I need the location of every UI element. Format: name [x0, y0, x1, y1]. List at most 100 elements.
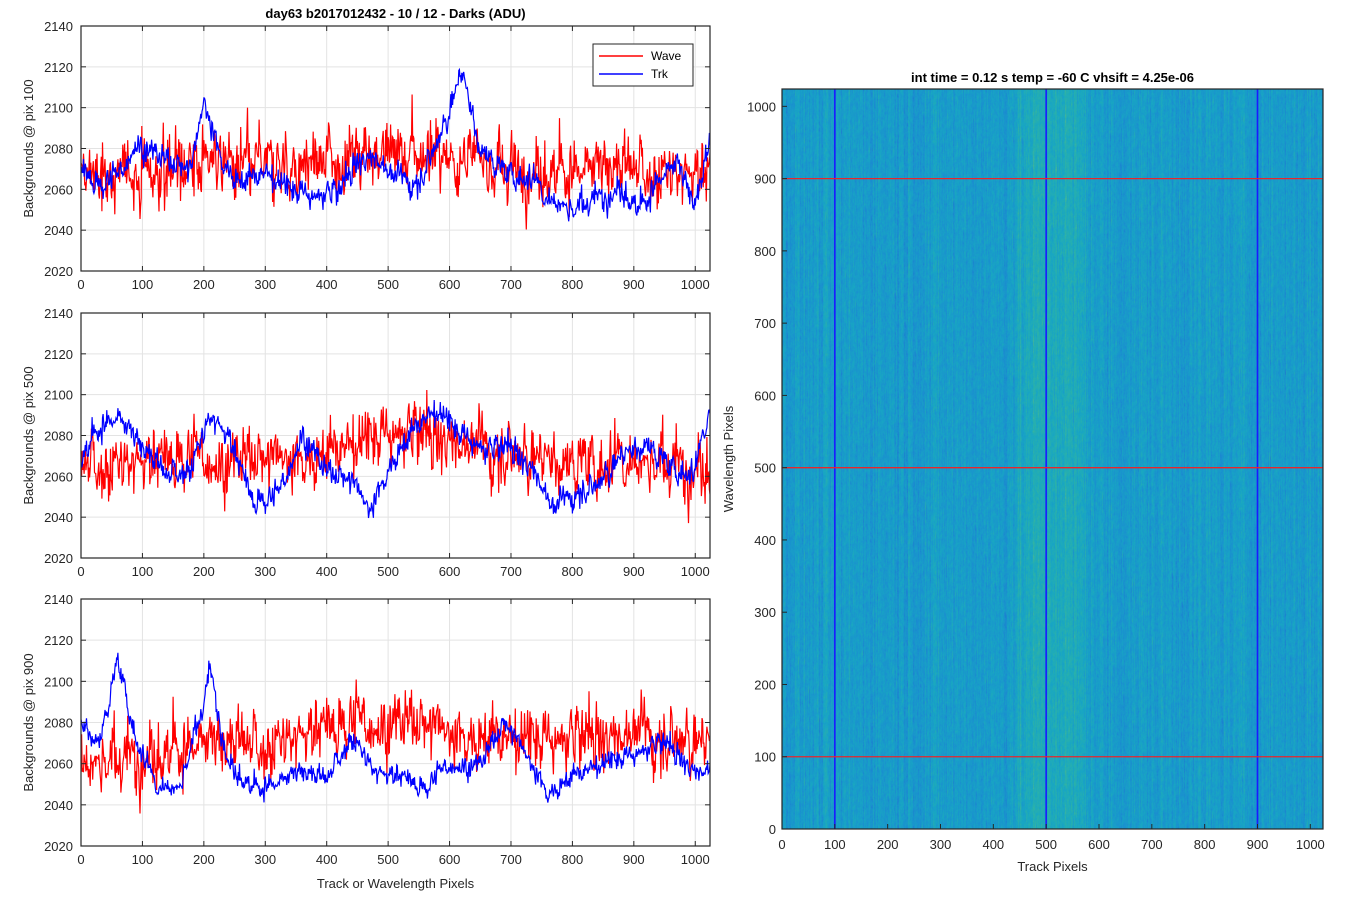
legend: Wave Trk	[592, 43, 694, 87]
y-tick-label: 2140	[44, 19, 73, 34]
x-tick-label: 100	[132, 277, 154, 292]
x-tick-label: 800	[562, 564, 584, 579]
y-tick-label: 400	[754, 533, 776, 548]
y-tick-label: 2060	[44, 182, 73, 197]
x-tick-label: 0	[77, 852, 84, 867]
y-tick-label: 700	[754, 316, 776, 331]
y-tick-label: 2100	[44, 101, 73, 116]
heatmap-chart: 0 100 200 300 400 500 600 700 800 900 1000 0 100 200 3…	[721, 70, 1325, 874]
x-tick-label: 200	[193, 852, 215, 867]
x-tick-label: 500	[1035, 837, 1057, 852]
x-tick-label: 100	[824, 837, 846, 852]
x-tick-label: 600	[439, 564, 461, 579]
x-tick-label: 300	[930, 837, 952, 852]
x-tick-label: 400	[316, 277, 338, 292]
x-tick-label: 300	[254, 277, 276, 292]
y-tick-label: 2020	[44, 551, 73, 566]
series-line-trk	[81, 652, 710, 803]
heatmap-image	[782, 89, 1323, 829]
x-tick-label: 100	[132, 852, 154, 867]
x-tick-label: 0	[778, 837, 785, 852]
x-tick-label: 700	[500, 564, 522, 579]
x-tick-label: 500	[377, 852, 399, 867]
x-tick-label: 400	[316, 852, 338, 867]
y-tick-label: 2080	[44, 142, 73, 157]
x-axis-label: Track Pixels	[1017, 859, 1088, 874]
y-tick-label: 2040	[44, 798, 73, 813]
x-tick-label: 300	[254, 852, 276, 867]
y-tick-label: 500	[754, 461, 776, 476]
y-tick-label: 2060	[44, 469, 73, 484]
y-tick-label: 2020	[44, 839, 73, 854]
series-line-trk	[81, 399, 710, 519]
x-axis-label: Track or Wavelength Pixels	[317, 876, 475, 891]
x-tick-label: 100	[132, 564, 154, 579]
x-tick-label: 400	[982, 837, 1004, 852]
y-tick-label: 900	[754, 172, 776, 187]
y-tick-label: 2080	[44, 429, 73, 444]
y-tick-label: 100	[754, 750, 776, 765]
x-tick-label: 600	[1088, 837, 1110, 852]
x-tick-label: 0	[77, 564, 84, 579]
y-tick-label: 2120	[44, 60, 73, 75]
y-tick-label: 0	[769, 822, 776, 837]
y-tick-label: 2140	[44, 592, 73, 607]
x-tick-label: 800	[562, 852, 584, 867]
x-tick-label: 800	[1194, 837, 1216, 852]
y-axis-label: Wavelength Pixels	[721, 405, 736, 512]
axes-frame	[781, 88, 1324, 830]
x-tick-label: 600	[439, 277, 461, 292]
legend-label-trk: Trk	[651, 67, 669, 81]
y-tick-label: 2100	[44, 388, 73, 403]
x-tick-label: 400	[316, 564, 338, 579]
x-tick-label: 800	[562, 277, 584, 292]
x-tick-label: 0	[77, 277, 84, 292]
y-tick-label: 800	[754, 244, 776, 259]
x-tick-label: 1000	[681, 564, 710, 579]
x-tick-label: 900	[623, 564, 645, 579]
x-tick-label: 900	[1247, 837, 1269, 852]
x-tick-label: 900	[623, 852, 645, 867]
legend-box	[592, 43, 694, 87]
line-chart-pix900: 0 100 200 300 400 500 600 700 800 900 1000 2020 2040…	[21, 592, 711, 891]
y-tick-label: 600	[754, 388, 776, 403]
x-tick-label: 200	[193, 564, 215, 579]
y-tick-label: 2040	[44, 510, 73, 525]
y-axis-label: Backgrounds @ pix 900	[21, 653, 36, 791]
y-tick-label: 2040	[44, 223, 73, 238]
y-tick-label: 200	[754, 677, 776, 692]
y-tick-label: 300	[754, 605, 776, 620]
x-tick-label: 1000	[1296, 837, 1325, 852]
x-tick-label: 500	[377, 277, 399, 292]
line-chart-pix500: 0 100 200 300 400 500 600 700 800 900 1000 2020 2040…	[21, 306, 711, 579]
x-tick-label: 200	[877, 837, 899, 852]
series-line-wave	[81, 94, 710, 230]
chart-title: day63 b2017012432 - 10 / 12 - Darks (ADU…	[265, 6, 525, 21]
chart-title: int time = 0.12 s temp = -60 C vhsift = …	[911, 70, 1194, 85]
y-tick-label: 2120	[44, 347, 73, 362]
x-tick-label: 600	[439, 852, 461, 867]
x-tick-label: 700	[500, 852, 522, 867]
x-tick-label: 900	[623, 277, 645, 292]
series-line-wave	[81, 679, 710, 814]
x-tick-label: 700	[500, 277, 522, 292]
y-axis-label: Backgrounds @ pix 500	[21, 366, 36, 504]
x-tick-label: 1000	[681, 277, 710, 292]
series-line-trk	[81, 67, 710, 222]
x-tick-label: 500	[377, 564, 399, 579]
y-tick-label: 2100	[44, 674, 73, 689]
line-chart-pix100: 0 100 200 300 400 500 600 700 800 900 1000 2020 2040…	[21, 6, 711, 292]
x-tick-label: 1000	[681, 852, 710, 867]
x-tick-label: 300	[254, 564, 276, 579]
y-tick-label: 2120	[44, 633, 73, 648]
y-tick-label: 1000	[747, 99, 776, 114]
y-tick-label: 2080	[44, 716, 73, 731]
y-tick-label: 2060	[44, 757, 73, 772]
x-tick-label: 200	[193, 277, 215, 292]
legend-label-wave: Wave	[651, 49, 682, 63]
x-tick-label: 700	[1141, 837, 1163, 852]
y-tick-label: 2020	[44, 264, 73, 279]
y-tick-label: 2140	[44, 306, 73, 321]
y-axis-label: Backgrounds @ pix 100	[21, 79, 36, 217]
